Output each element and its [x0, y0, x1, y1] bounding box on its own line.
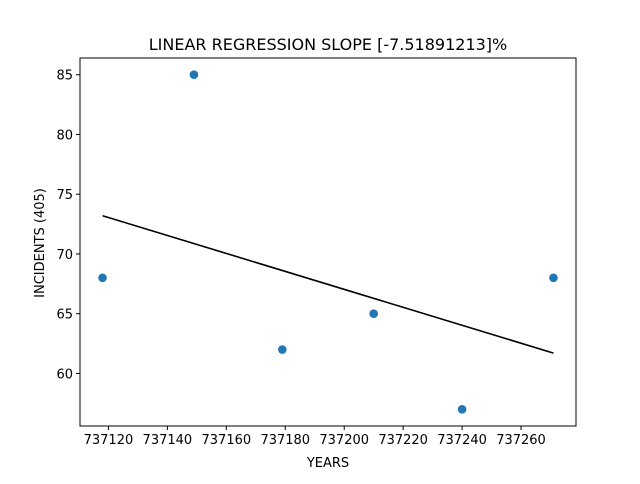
x-tick-label: 737180 [260, 433, 310, 448]
y-tick-label: 65 [56, 308, 73, 323]
y-tick-label: 75 [56, 188, 73, 203]
data-point [549, 273, 558, 283]
data-point [98, 273, 107, 283]
x-tick-label: 737200 [319, 433, 369, 448]
y-axis-label: INCIDENTS (405) [33, 188, 48, 298]
axes-frame [79, 57, 577, 427]
x-tick-label: 737120 [84, 433, 134, 448]
data-point [369, 309, 378, 318]
data-point [457, 404, 467, 414]
plot-area: 737120 737140 737160 737180 737200 737220 7372… [56, 57, 577, 448]
x-axis-label: YEARS [306, 456, 349, 471]
chart-title: LINEAR REGRESSION SLOPE [-7.51891213]% [149, 35, 508, 54]
x-tick-label: 737240 [437, 433, 487, 448]
x-tick-label: 737220 [378, 433, 428, 448]
y-tick-label: 60 [56, 367, 73, 382]
y-tick-label: 85 [56, 69, 73, 84]
data-point [278, 345, 287, 354]
y-tick-label: 70 [56, 248, 73, 263]
x-tick-label: 737140 [143, 433, 193, 448]
data-point [189, 70, 199, 80]
y-tick-label: 80 [56, 128, 73, 143]
regression-line [102, 214, 554, 354]
x-tick-label: 737260 [496, 433, 546, 448]
x-tick-label: 737160 [202, 433, 252, 448]
